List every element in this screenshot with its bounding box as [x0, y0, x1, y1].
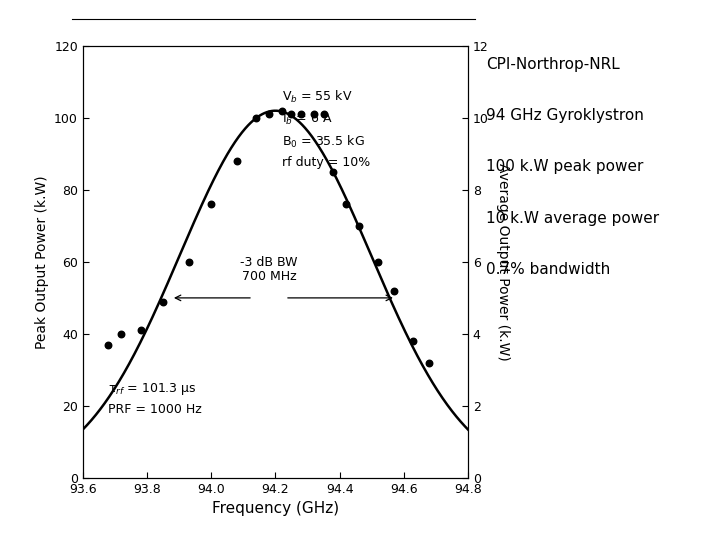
- Point: [231, 157, 243, 165]
- Text: 10 k.W average power: 10 k.W average power: [486, 211, 659, 226]
- Point: [424, 359, 436, 367]
- Point: [264, 110, 275, 119]
- Point: [103, 340, 114, 349]
- Point: [318, 110, 329, 119]
- Y-axis label: Average Output Power (k.W): Average Output Power (k.W): [495, 163, 510, 361]
- Point: [205, 200, 217, 208]
- Point: [372, 258, 384, 266]
- Text: 0.7% bandwidth: 0.7% bandwidth: [486, 262, 611, 277]
- Point: [353, 221, 364, 230]
- Text: V$_b$ = 55 kV
I$_b$ = 6 A
B$_0$ = 35.5 kG
rf duty = 10%: V$_b$ = 55 kV I$_b$ = 6 A B$_0$ = 35.5 k…: [282, 89, 370, 169]
- Point: [183, 258, 194, 266]
- Point: [341, 200, 352, 208]
- Point: [135, 326, 146, 335]
- Point: [251, 113, 262, 122]
- Point: [308, 110, 320, 119]
- X-axis label: Frequency (GHz): Frequency (GHz): [212, 501, 339, 516]
- Point: [115, 329, 127, 338]
- Text: CPI-Northrop-NRL: CPI-Northrop-NRL: [486, 57, 620, 72]
- Point: [328, 167, 339, 176]
- Text: 94 GHz Gyroklystron: 94 GHz Gyroklystron: [486, 108, 644, 123]
- Point: [157, 297, 168, 306]
- Text: τ$_{rf}$ = 101.3 μs
PRF = 1000 Hz: τ$_{rf}$ = 101.3 μs PRF = 1000 Hz: [109, 381, 202, 416]
- Text: 100 k.W peak power: 100 k.W peak power: [486, 159, 644, 174]
- Point: [388, 286, 400, 295]
- Point: [276, 106, 287, 115]
- Point: [295, 110, 307, 119]
- Point: [286, 110, 297, 119]
- Y-axis label: Peak Output Power (k.W): Peak Output Power (k.W): [35, 175, 48, 349]
- Text: -3 dB BW
700 MHz: -3 dB BW 700 MHz: [240, 255, 298, 284]
- Point: [408, 337, 419, 346]
